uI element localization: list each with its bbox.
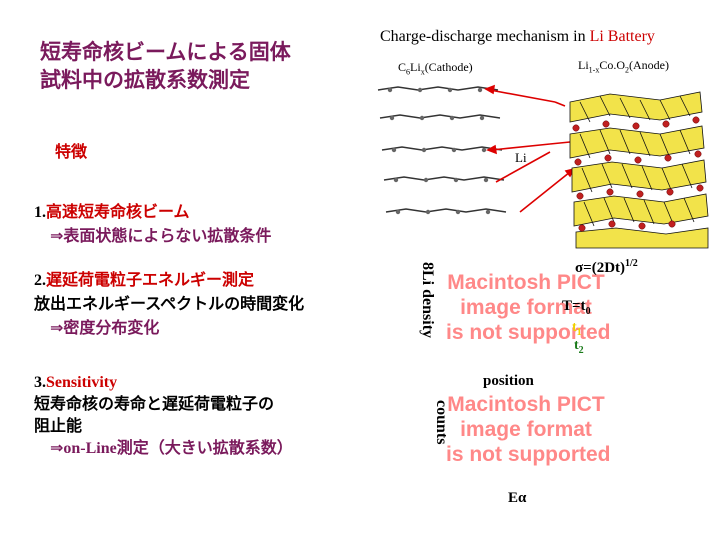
arrow-symbol: ⇒: [50, 438, 64, 457]
point-3: 3.Sensitivity: [34, 370, 117, 395]
graphite-layers: [377, 86, 507, 213]
point-1-sub: ⇒表面状態によらない拡散条件: [50, 226, 272, 245]
features-label: 特徴: [55, 142, 88, 161]
point-3-line-3: 阻止能: [34, 416, 83, 435]
point-3-number: 3.: [34, 374, 46, 391]
point-3-line-2: 短寿命核の寿命と遅延荷電粒子の: [34, 394, 275, 413]
point-1: 1.高速短寿命核ビーム: [34, 200, 190, 225]
point-3-line-4: ⇒on-Line測定（大きい拡散系数）: [50, 436, 293, 461]
plot1-ylabel: 8Li density: [419, 262, 436, 339]
point-3-heading: Sensitivity: [46, 374, 118, 391]
li-label: Li: [515, 150, 527, 165]
online-rest: 測定（大きい拡散系数）: [116, 438, 293, 457]
plot2-xlabel: Eα: [508, 490, 527, 506]
plot2-placeholder: Macintosh PICT image format is not suppo…: [446, 393, 611, 466]
t2-label: t2: [574, 338, 584, 356]
diagram-title: Charge-discharge mechanism in Li Battery: [380, 28, 655, 46]
t0-label: T=t0: [562, 298, 591, 317]
diagram-title-li: Li Battery: [589, 28, 655, 45]
title-line-2: 試料中の拡散系数測定: [40, 68, 250, 92]
cathode-label: C6Lix(Cathode): [398, 60, 473, 77]
plot1-placeholder: Macintosh PICT image format is not suppo…: [446, 271, 611, 344]
point-1-number: 1.: [34, 204, 46, 221]
sigma-formula: σ=(2Dt)1/2: [575, 258, 638, 276]
plot1-xlabel: position: [483, 373, 534, 389]
li-migration-arrows: [484, 84, 576, 213]
t1-label: t1: [572, 320, 582, 338]
point-2-line-2: 放出エネルギースペクトルの時間変化: [34, 294, 305, 313]
point-1-heading: 高速短寿命核ビーム: [46, 202, 190, 221]
anode-label: Li1-xCo.O2(Anode): [578, 58, 669, 75]
point-2: 2.遅延荷電粒子エネルギー測定: [34, 268, 254, 293]
li-ions: [572, 116, 704, 232]
point-2-number: 2.: [34, 272, 46, 289]
diagram-title-main: Charge-discharge mechanism in: [380, 28, 590, 45]
anode-crystal: [569, 91, 709, 249]
point-2-heading: 遅延荷電粒子エネルギー測定: [46, 270, 255, 289]
point-2-line-3: ⇒密度分布変化: [50, 318, 160, 337]
battery-diagram: [377, 84, 709, 249]
title-line-1: 短寿命核ビームによる固体: [40, 40, 291, 64]
online-text: on-Line: [63, 440, 117, 457]
